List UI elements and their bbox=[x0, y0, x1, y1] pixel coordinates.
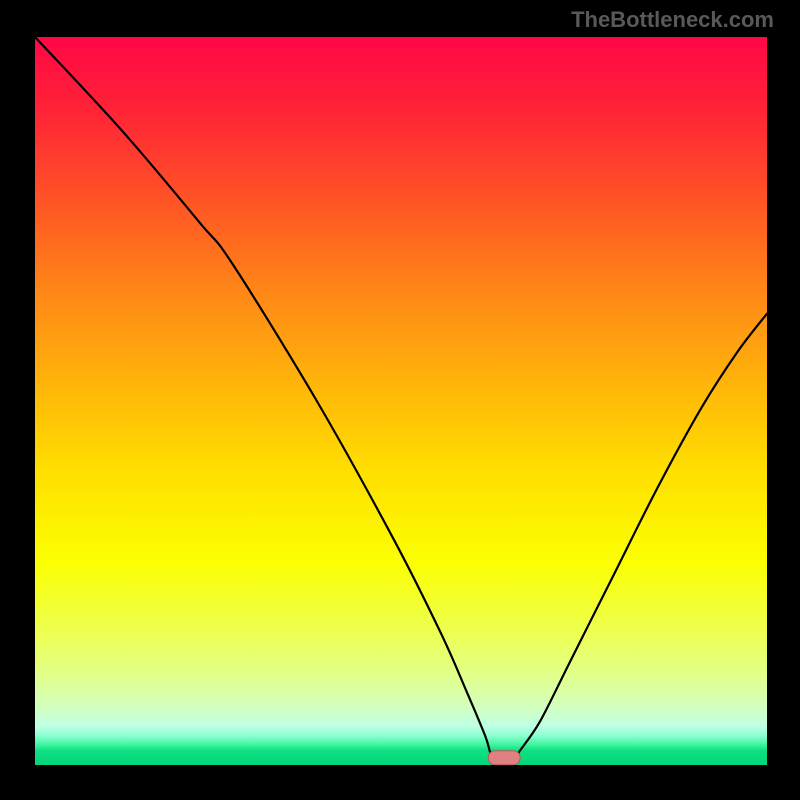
bottleneck-chart bbox=[0, 0, 800, 800]
optimal-point-marker bbox=[488, 751, 520, 765]
plot-background bbox=[35, 37, 767, 765]
watermark-text: TheBottleneck.com bbox=[571, 7, 774, 33]
chart-stage: TheBottleneck.com bbox=[0, 0, 800, 800]
